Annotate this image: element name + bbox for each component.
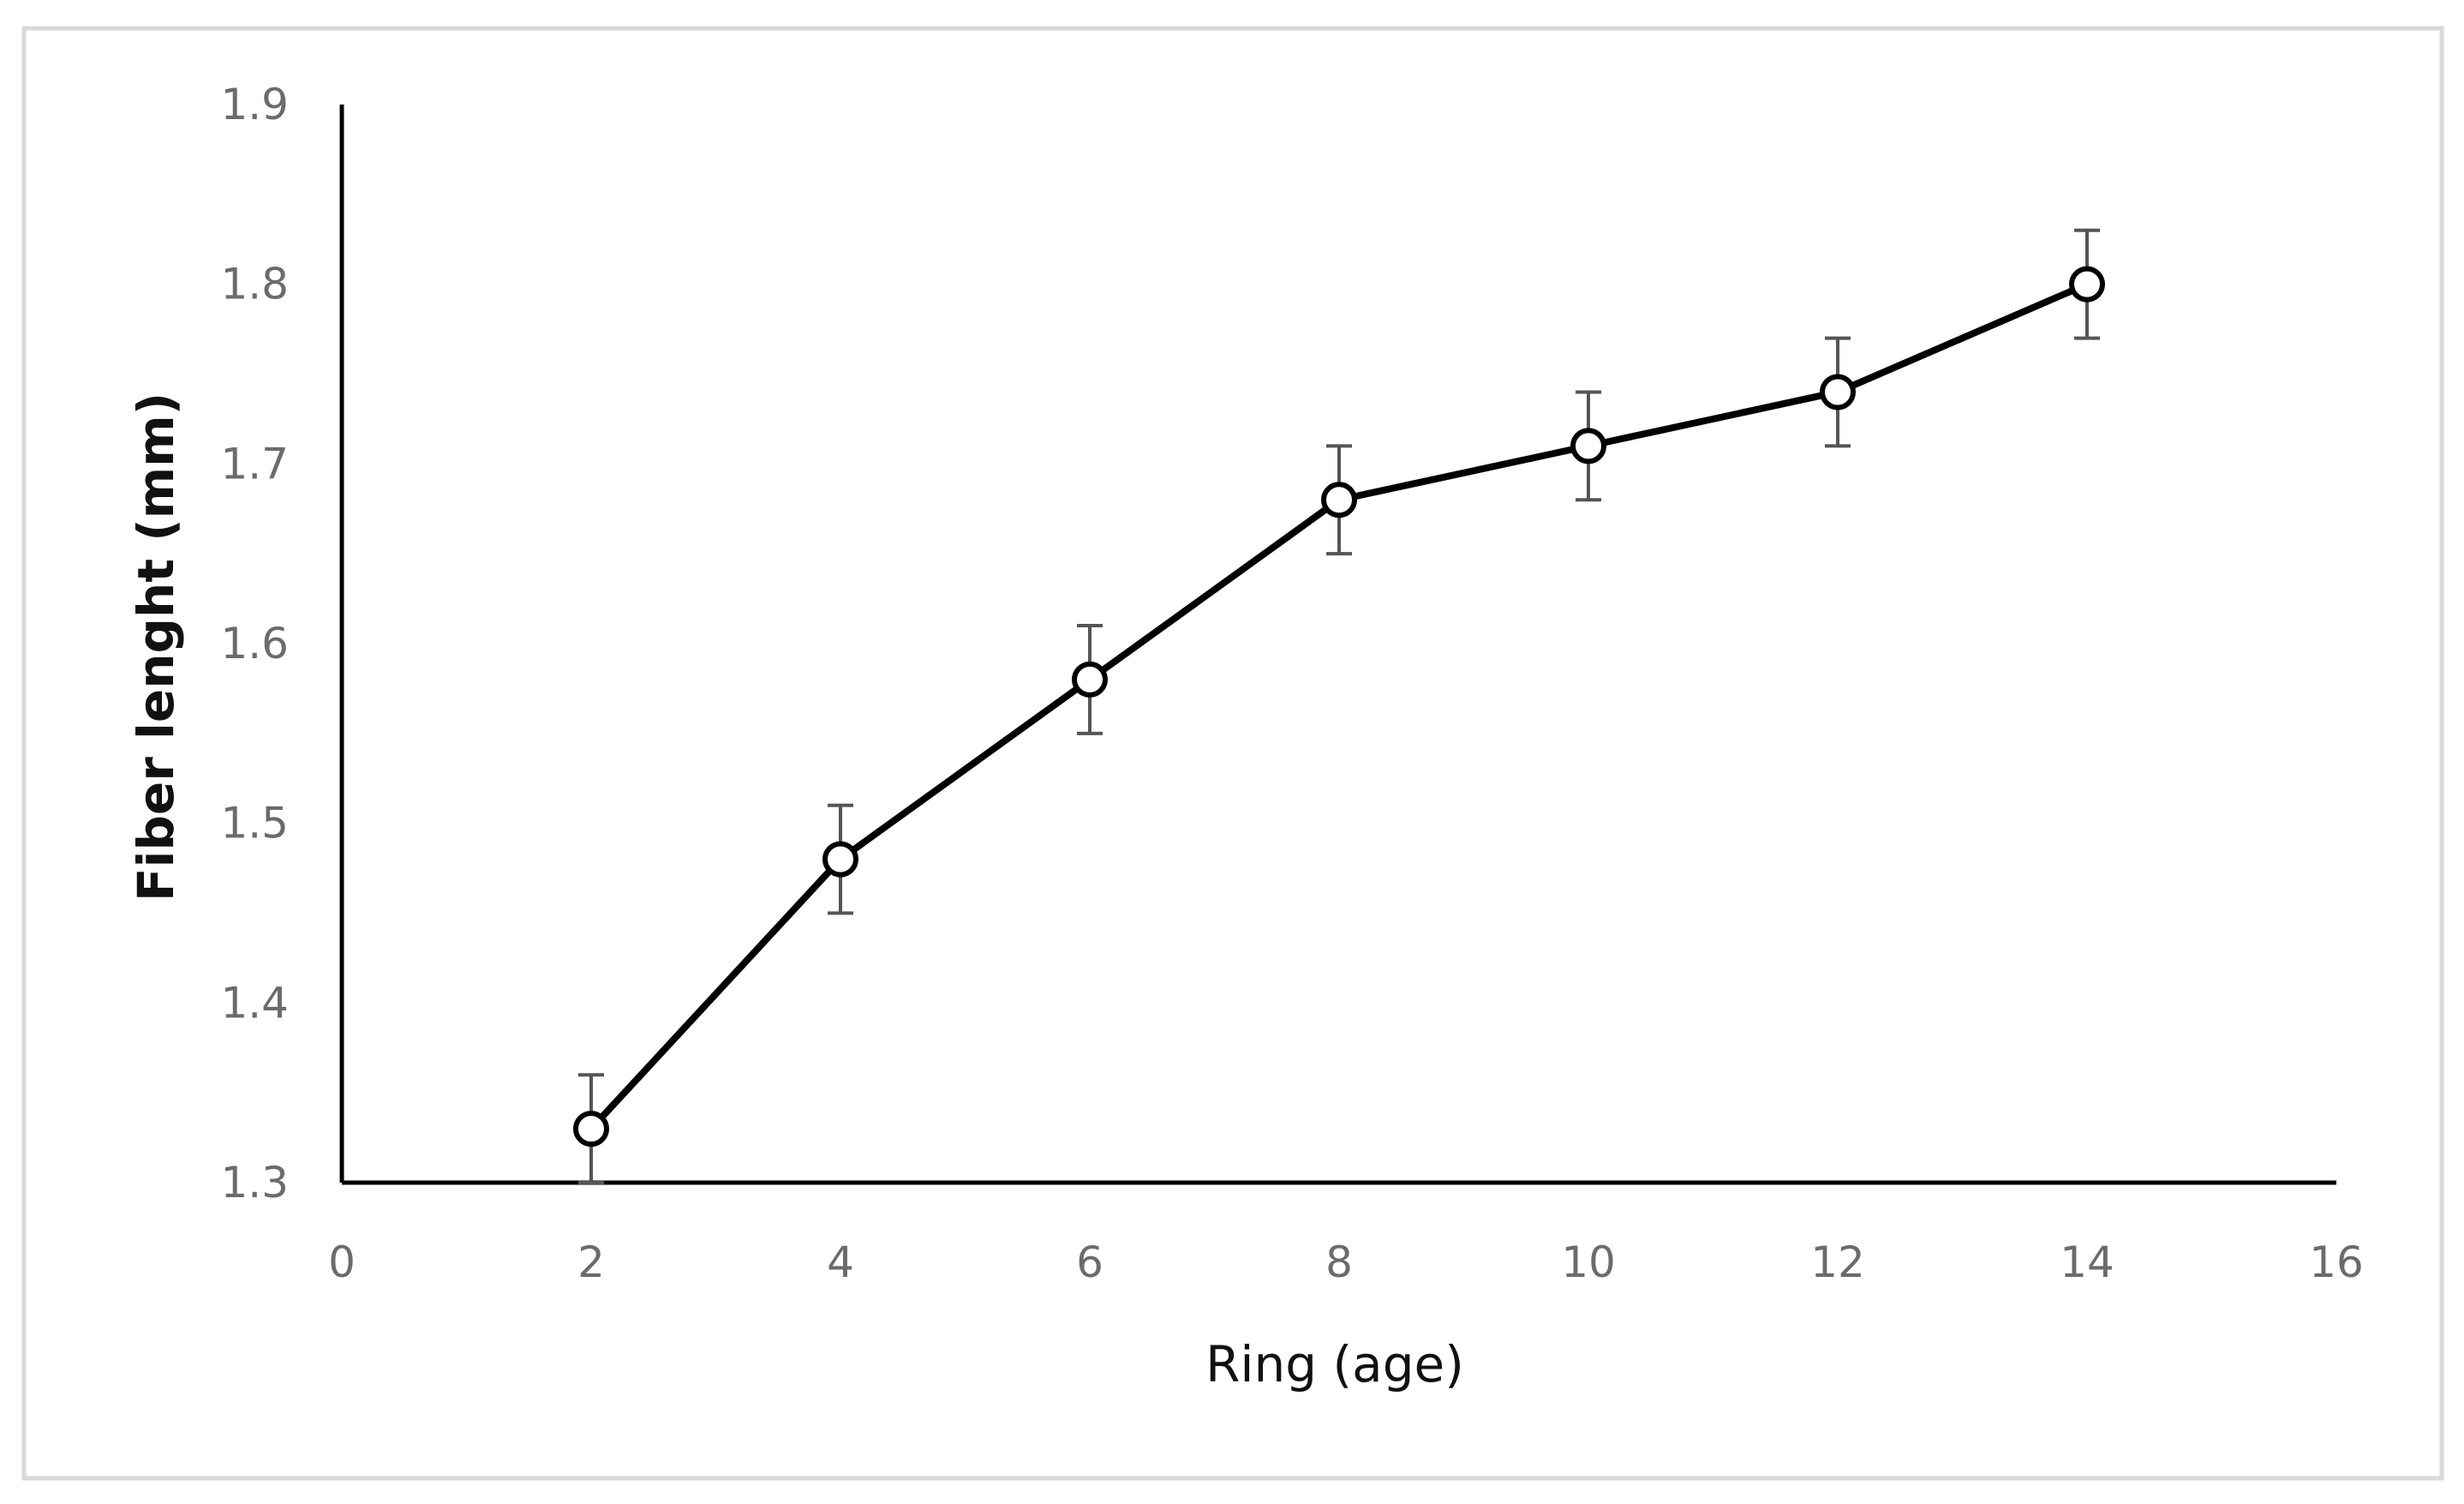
y-tick-labels: 1.3 1.4 1.5 1.6 1.7 1.8 1.9 (220, 80, 289, 1207)
x-tick-label: 4 (827, 1237, 854, 1287)
y-axis-title: Fiber lenght (mm) (127, 392, 185, 902)
data-point (573, 1111, 609, 1147)
y-tick-label: 1.9 (220, 80, 289, 129)
x-tick-label: 10 (1561, 1237, 1616, 1287)
y-tick-label: 1.3 (220, 1158, 289, 1207)
x-tick-label: 6 (1076, 1237, 1103, 1287)
x-tick-label: 2 (577, 1237, 605, 1287)
y-tick-label: 1.4 (220, 978, 289, 1028)
data-point (1072, 661, 1108, 698)
data-point (822, 841, 858, 878)
x-tick-label: 12 (1810, 1237, 1865, 1287)
data-point (2069, 266, 2105, 303)
y-tick-label: 1.7 (220, 439, 289, 488)
data-point (1820, 374, 1856, 410)
data-points (573, 266, 2105, 1147)
error-bars (578, 228, 2100, 1184)
x-tick-label: 14 (2060, 1237, 2114, 1287)
x-tick-labels: 0 2 4 6 8 10 12 14 16 (328, 1237, 2364, 1287)
x-tick-label: 0 (328, 1237, 356, 1287)
data-point (1570, 428, 1606, 464)
data-point (1321, 482, 1357, 518)
y-tick-label: 1.6 (220, 619, 289, 668)
y-tick-label: 1.5 (220, 799, 289, 848)
x-tick-label: 16 (2309, 1237, 2364, 1287)
y-tick-label: 1.8 (220, 260, 289, 309)
chart-frame (21, 26, 2444, 1481)
x-axis-title: Ring (age) (1205, 1335, 1464, 1393)
x-tick-label: 8 (1325, 1237, 1353, 1287)
